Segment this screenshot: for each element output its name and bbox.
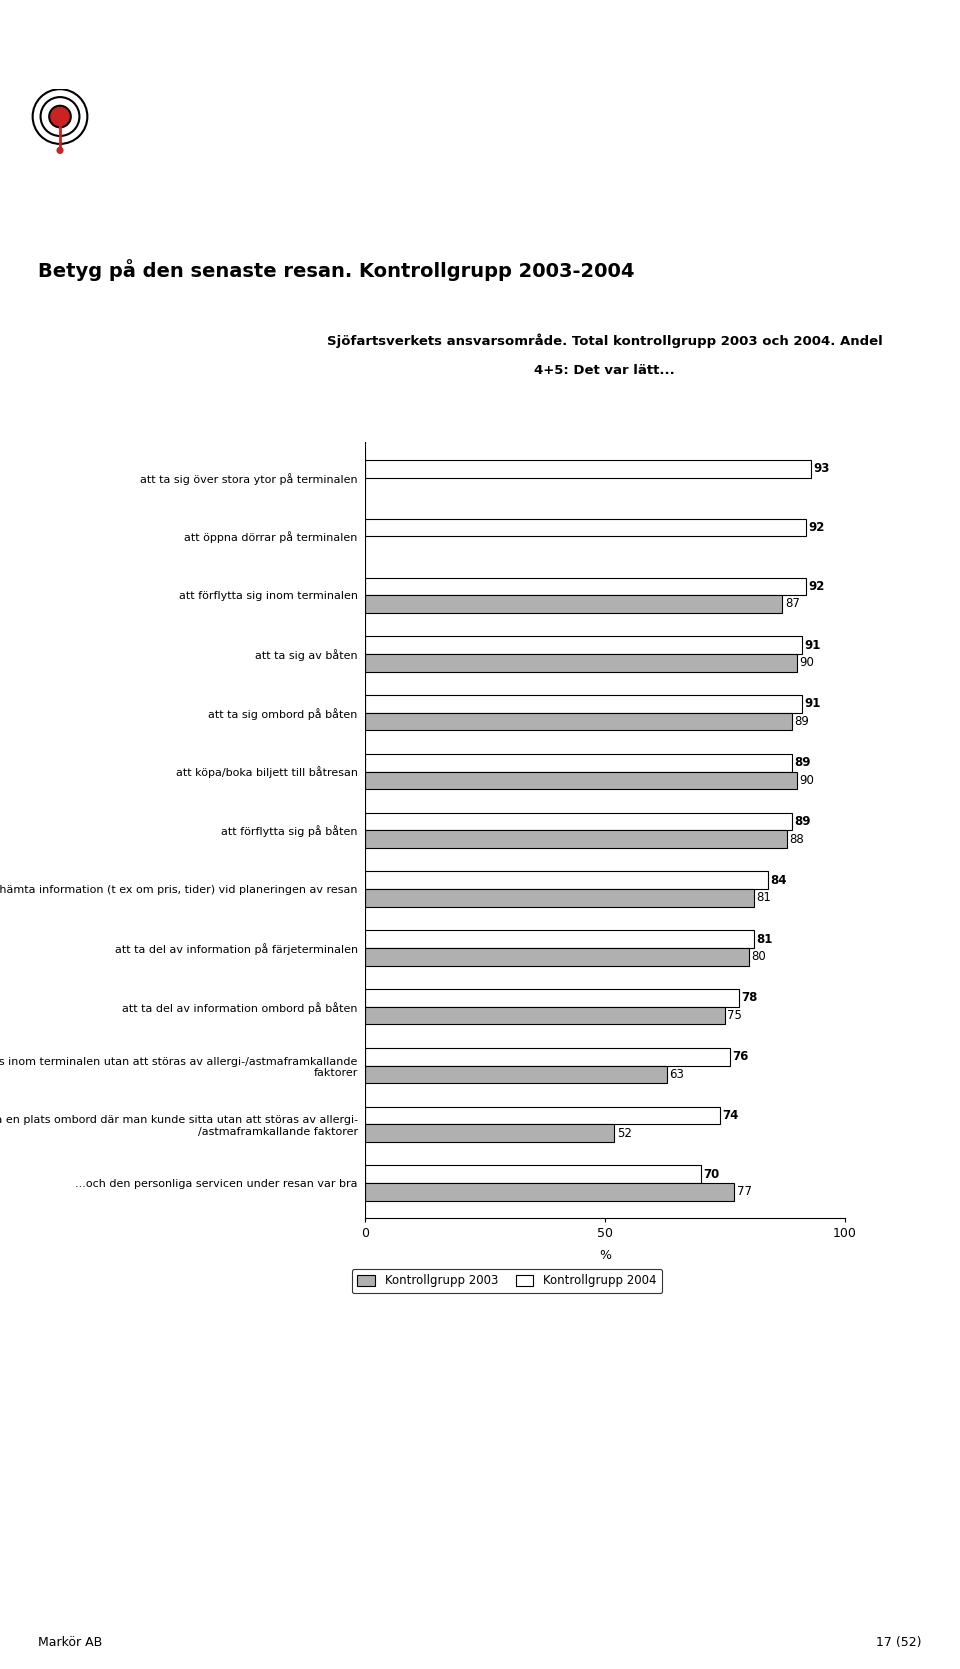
Bar xyxy=(365,948,749,966)
Bar xyxy=(365,771,797,789)
Bar xyxy=(365,461,811,477)
Text: Betyg på den senaste resan. Kontrollgrupp 2003-2004: Betyg på den senaste resan. Kontrollgrup… xyxy=(38,259,635,280)
Text: 74: 74 xyxy=(722,1108,739,1122)
Text: 89: 89 xyxy=(795,756,811,769)
Bar xyxy=(365,519,806,536)
Text: 80: 80 xyxy=(752,950,766,963)
Text: 77: 77 xyxy=(737,1185,752,1198)
Bar xyxy=(365,1183,734,1200)
Bar xyxy=(365,754,792,771)
Bar xyxy=(365,1048,730,1065)
Bar xyxy=(365,1006,725,1025)
Bar xyxy=(365,1125,614,1142)
Bar xyxy=(365,871,768,890)
Circle shape xyxy=(58,147,63,154)
Text: Sjöfartsverkets ansvarsområde. Total kontrollgrupp 2003 och 2004. Andel: Sjöfartsverkets ansvarsområde. Total kon… xyxy=(327,334,882,349)
Bar xyxy=(365,990,739,1006)
Text: 70: 70 xyxy=(703,1168,719,1180)
Bar xyxy=(365,890,754,906)
Text: 91: 91 xyxy=(804,639,821,651)
Text: Markör AB: Markör AB xyxy=(38,1636,103,1649)
Text: 88: 88 xyxy=(789,833,804,846)
Text: 90: 90 xyxy=(799,774,814,786)
Bar xyxy=(365,636,802,654)
Text: 78: 78 xyxy=(741,991,758,1005)
Bar xyxy=(365,813,792,831)
Bar xyxy=(365,694,802,713)
Text: 90: 90 xyxy=(799,656,814,669)
Bar xyxy=(365,1065,667,1083)
X-axis label: %: % xyxy=(599,1250,611,1262)
Text: 63: 63 xyxy=(670,1068,684,1082)
Text: 4+5: Det var lätt...: 4+5: Det var lätt... xyxy=(535,364,675,377)
Text: 84: 84 xyxy=(770,875,787,886)
Text: 89: 89 xyxy=(795,714,809,728)
Text: 17 (52): 17 (52) xyxy=(876,1636,922,1649)
Text: 81: 81 xyxy=(756,891,771,905)
Text: 87: 87 xyxy=(784,598,800,611)
Bar xyxy=(365,654,797,671)
Text: 93: 93 xyxy=(814,462,830,476)
Text: 89: 89 xyxy=(795,814,811,828)
Bar xyxy=(365,831,787,848)
Bar xyxy=(365,1165,701,1183)
Legend: Kontrollgrupp 2003, Kontrollgrupp 2004: Kontrollgrupp 2003, Kontrollgrupp 2004 xyxy=(351,1268,662,1293)
Bar xyxy=(365,596,782,613)
Circle shape xyxy=(40,97,80,135)
Bar xyxy=(365,1107,720,1125)
Circle shape xyxy=(33,88,87,144)
Text: 75: 75 xyxy=(728,1010,742,1021)
Bar xyxy=(365,577,806,596)
Text: 76: 76 xyxy=(732,1050,749,1063)
Circle shape xyxy=(49,105,71,127)
Text: 81: 81 xyxy=(756,933,773,946)
Bar xyxy=(365,713,792,731)
Text: 92: 92 xyxy=(808,579,826,592)
Text: 92: 92 xyxy=(808,521,826,534)
Bar xyxy=(365,930,754,948)
Text: 52: 52 xyxy=(616,1127,632,1140)
Text: 91: 91 xyxy=(804,698,821,711)
